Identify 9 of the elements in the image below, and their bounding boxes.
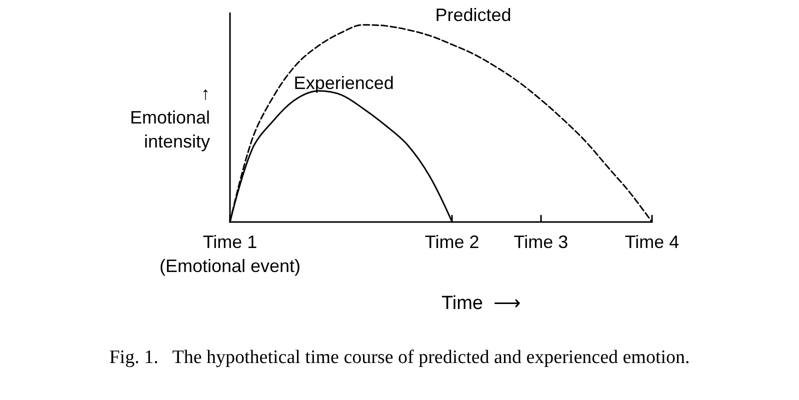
text: Fig. 1. The hypothetical time course of predicted and experienced emotion. <box>109 347 690 368</box>
x-axis-title: Time ⟶ <box>441 293 521 314</box>
series-label: Experienced <box>294 72 394 93</box>
y-axis-title: ↑ Emotional intensity <box>130 84 210 152</box>
x-tick-label: Time 3 <box>514 232 568 252</box>
x-tick-label: Time 1 (Emotional event) <box>159 232 301 276</box>
x-tick-label: Time 4 <box>624 232 680 252</box>
x-tick-label: Time 2 <box>424 232 480 252</box>
series-label: Predicted <box>435 4 512 25</box>
